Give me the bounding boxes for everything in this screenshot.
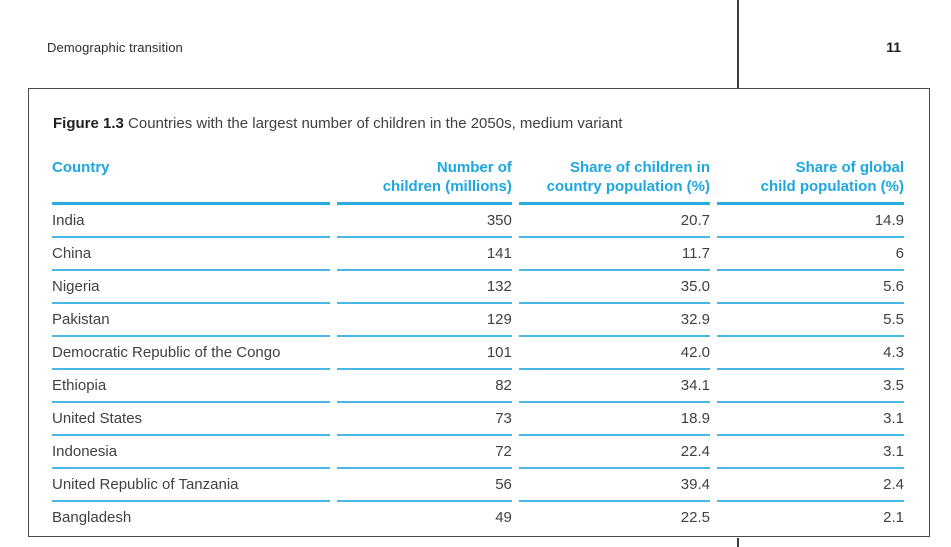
cell-number-of-children: 73 xyxy=(337,403,512,436)
cell-share-global-child-population: 3.5 xyxy=(717,370,904,403)
table-row: Ethiopia 82 34.1 3.5 xyxy=(52,370,904,403)
cell-country: Bangladesh xyxy=(52,508,132,526)
cell-number-of-children: 101 xyxy=(337,337,512,370)
table-row: Pakistan 129 32.9 5.5 xyxy=(52,304,904,337)
cell-share-global-child-population: 2.4 xyxy=(717,469,904,502)
table-row: Nigeria 132 35.0 5.6 xyxy=(52,271,904,304)
column-header-country: Country xyxy=(52,158,331,205)
table-row: India 350 20.7 14.9 xyxy=(52,205,904,238)
cell-share-global-child-population: 3.1 xyxy=(717,436,904,469)
figure-box: Figure 1.3 Countries with the largest nu… xyxy=(28,88,930,537)
cell-number-of-children: 350 xyxy=(337,205,512,238)
cell-country: United States xyxy=(52,403,331,436)
table-row: Bangladesh 49 22.5 2.1 xyxy=(52,502,904,533)
cell-share-country-population: 20.7 xyxy=(518,205,710,238)
cell-share-country-population: 18.9 xyxy=(518,403,710,436)
cell-country: India xyxy=(52,205,331,238)
cell-share-country-population: 35.0 xyxy=(518,271,710,304)
table-row: China 141 11.7 6 xyxy=(52,238,904,271)
cell-share-global-child-population: 5.5 xyxy=(717,304,904,337)
cell-country: Nigeria xyxy=(52,271,331,304)
cell-share-global-child-population: 3.1 xyxy=(717,403,904,436)
cell-country: Ethiopia xyxy=(52,370,331,403)
running-header: Demographic transition xyxy=(47,40,183,55)
cell-number-of-children: 82 xyxy=(337,370,512,403)
table-row: United States 73 18.9 3.1 xyxy=(52,403,904,436)
cell-share-country-population: 22.5 xyxy=(680,508,710,526)
column-header-number-of-children: Number of children (millions) xyxy=(337,158,512,205)
cell-number-of-children: 56 xyxy=(337,469,512,502)
cell-share-global-child-population: 5.6 xyxy=(717,271,904,304)
cell-number-of-children: 141 xyxy=(337,238,512,271)
figure-title: Figure 1.3 Countries with the largest nu… xyxy=(53,115,904,134)
column-divider-bottom xyxy=(737,538,739,547)
column-header-share-country-population: Share of children in country population … xyxy=(518,158,710,205)
cell-share-global-child-population: 2.1 xyxy=(883,508,904,526)
table-row: United Republic of Tanzania 56 39.4 2.4 xyxy=(52,469,904,502)
table-header: Country Number of children (millions) Sh… xyxy=(52,158,904,205)
cell-share-country-population: 11.7 xyxy=(518,238,710,271)
cell-country: Democratic Republic of the Congo xyxy=(52,337,331,370)
cell-share-country-population: 22.4 xyxy=(518,436,710,469)
cell-share-global-child-population: 6 xyxy=(717,238,904,271)
table-body: India 350 20.7 14.9 China 141 11.7 6 Nig… xyxy=(52,205,904,533)
figure-label: Figure 1.3 xyxy=(53,115,124,132)
page-number: 11 xyxy=(886,39,901,55)
cell-share-global-child-population: 4.3 xyxy=(717,337,904,370)
table-header-row: Country Number of children (millions) Sh… xyxy=(52,158,904,205)
table-row: Indonesia 72 22.4 3.1 xyxy=(52,436,904,469)
cell-share-country-population: 32.9 xyxy=(518,304,710,337)
figure-table: Country Number of children (millions) Sh… xyxy=(45,158,911,533)
cell-share-country-population: 39.4 xyxy=(518,469,710,502)
cell-number-of-children: 129 xyxy=(337,304,512,337)
cell-number-of-children: 49 xyxy=(495,508,512,526)
cell-country: Pakistan xyxy=(52,304,331,337)
cell-share-global-child-population: 14.9 xyxy=(717,205,904,238)
cell-number-of-children: 132 xyxy=(337,271,512,304)
cell-country: China xyxy=(52,238,331,271)
cell-share-country-population: 42.0 xyxy=(518,337,710,370)
cell-country: Indonesia xyxy=(52,436,331,469)
cell-share-country-population: 34.1 xyxy=(518,370,710,403)
table-row: Democratic Republic of the Congo 101 42.… xyxy=(52,337,904,370)
figure-caption: Countries with the largest number of chi… xyxy=(123,115,623,132)
cell-country: United Republic of Tanzania xyxy=(52,469,331,502)
cell-number-of-children: 72 xyxy=(337,436,512,469)
column-header-share-global-child-population: Share of global child population (%) xyxy=(717,158,904,205)
column-divider-top xyxy=(737,0,739,88)
